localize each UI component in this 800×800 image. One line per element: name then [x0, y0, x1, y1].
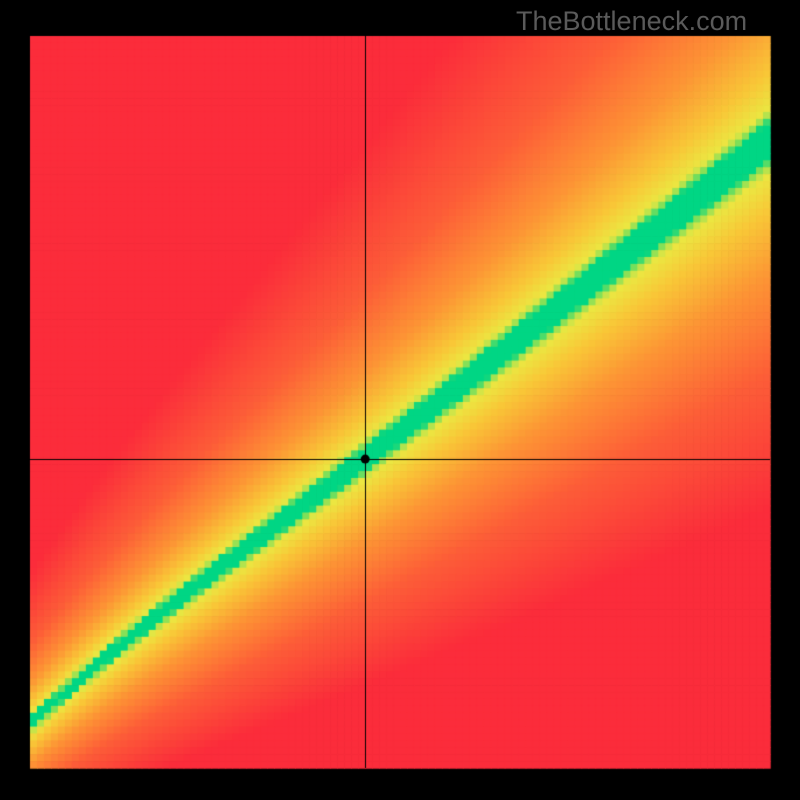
chart-container: TheBottleneck.com	[0, 0, 800, 800]
watermark-text: TheBottleneck.com	[516, 6, 747, 37]
bottleneck-heatmap-canvas	[0, 0, 800, 800]
